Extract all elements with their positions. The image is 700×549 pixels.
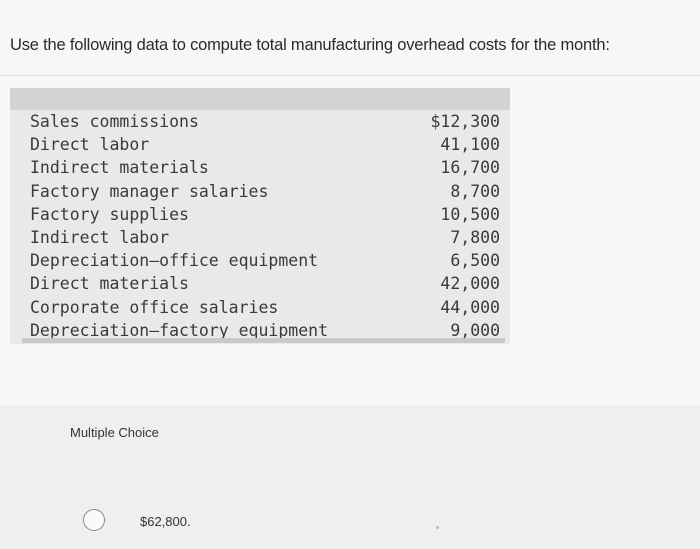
decorative-dot (436, 526, 439, 529)
row-label: Depreciation–office equipment (30, 251, 319, 271)
row-label: Direct materials (30, 274, 189, 294)
row-label: Factory supplies (30, 204, 189, 224)
table-row: Direct materials 42,000 (30, 272, 500, 295)
row-value: 10,500 (440, 204, 500, 224)
table-row: Depreciation–office equipment 6,500 (30, 249, 500, 272)
row-value: 41,100 (440, 135, 500, 155)
row-value: $12,300 (430, 112, 500, 131)
row-label: Direct labor (30, 135, 150, 155)
table-row: Factory manager salaries 8,700 (30, 180, 500, 203)
row-label: Sales commissions (30, 112, 199, 131)
row-label: Factory manager salaries (30, 181, 269, 201)
row-value: 42,000 (440, 274, 500, 294)
table-footer-bar (22, 338, 505, 343)
divider (0, 75, 700, 76)
row-label: Depreciation–factory equipment (30, 320, 329, 340)
option-radio-button[interactable] (83, 509, 105, 531)
row-label: Indirect materials (30, 158, 209, 178)
table-row: Direct labor 41,100 (30, 133, 500, 156)
row-value: 7,800 (450, 227, 500, 247)
data-table: Sales commissions $12,300 Direct labor 4… (10, 88, 510, 344)
row-value: 9,000 (450, 320, 500, 340)
row-value: 6,500 (450, 251, 500, 271)
multiple-choice-panel (0, 405, 700, 549)
row-value: 44,000 (440, 297, 500, 317)
row-label: Corporate office salaries (30, 297, 279, 317)
table-row: Corporate office salaries 44,000 (30, 296, 500, 319)
table-row: Factory supplies 10,500 (30, 203, 500, 226)
row-label: Indirect labor (30, 227, 170, 247)
table-row: Indirect labor 7,800 (30, 226, 500, 249)
table-row: Depreciation–factory equipment 9,000 (30, 319, 500, 342)
table-row: Sales commissions $12,300 (30, 110, 500, 133)
option-label[interactable]: $62,800. (140, 514, 191, 529)
row-value: 16,700 (440, 158, 500, 178)
row-value: 8,700 (450, 181, 500, 201)
table-header-bar (10, 88, 510, 110)
multiple-choice-heading: Multiple Choice (70, 425, 159, 440)
table-row: Indirect materials 16,700 (30, 156, 500, 179)
table-rows: Sales commissions $12,300 Direct labor 4… (30, 110, 500, 342)
question-text: Use the following data to compute total … (10, 36, 610, 54)
